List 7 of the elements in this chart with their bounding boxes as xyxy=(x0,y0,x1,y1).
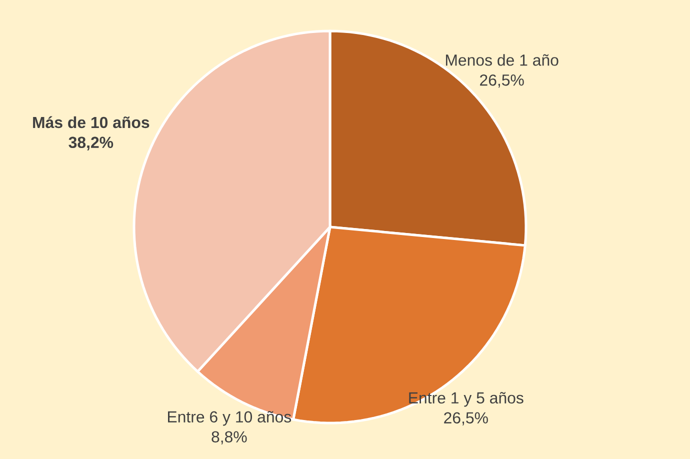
data-label: 38,2% xyxy=(68,136,114,150)
slice-label: Menos de 1 año xyxy=(446,54,558,66)
slice-label: Entre 6 y 10 años xyxy=(168,410,292,426)
data-label: 8,8% xyxy=(212,431,247,444)
slice-label: Más de 10 años xyxy=(33,116,150,128)
data-label: 26,5% xyxy=(444,412,488,426)
data-label: 26,5% xyxy=(480,74,524,88)
